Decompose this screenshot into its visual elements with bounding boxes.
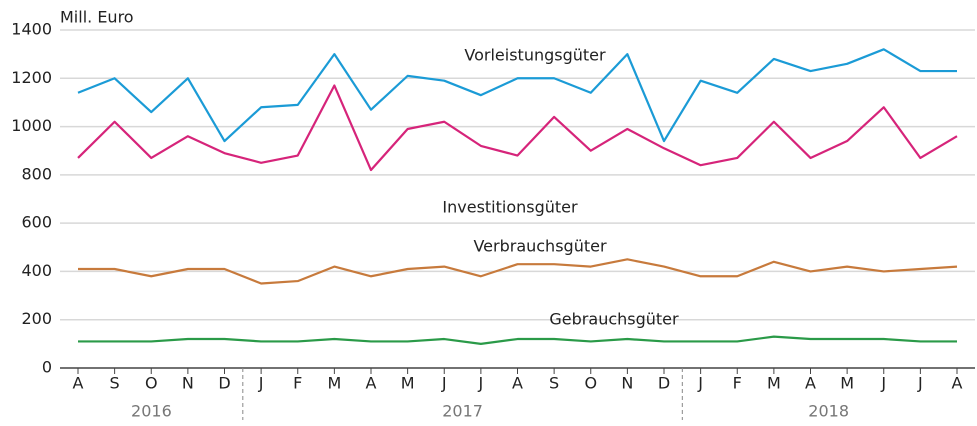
y-tick-label: 1400 — [11, 20, 52, 39]
x-tick-label: J — [258, 374, 264, 393]
series-line — [77, 84, 958, 172]
y-tick-label: 1000 — [11, 116, 52, 135]
x-tick-label: M — [327, 374, 341, 393]
year-label: 2016 — [131, 402, 172, 421]
x-tick-label: M — [840, 374, 854, 393]
series-line — [77, 48, 957, 143]
x-tick-label: J — [697, 374, 703, 393]
x-tick-label: A — [952, 374, 963, 393]
x-tick-label: J — [441, 374, 447, 393]
series-label: Verbrauchsgüter — [473, 237, 606, 256]
y-tick-label: 600 — [21, 213, 52, 232]
series-label: Vorleistungsgüter — [464, 46, 606, 65]
x-tick-label: A — [805, 374, 816, 393]
x-tick-label: M — [767, 374, 781, 393]
x-tick-label: F — [293, 374, 302, 393]
x-tick-label: S — [549, 374, 559, 393]
x-tick-label: A — [73, 374, 84, 393]
series-label: Gebrauchsgüter — [549, 310, 679, 329]
series-label: Investitionsgüter — [442, 198, 578, 217]
x-tick-label: J — [478, 374, 484, 393]
y-tick-label: 0 — [42, 358, 52, 377]
x-tick-label: M — [401, 374, 415, 393]
x-tick-label: O — [145, 374, 158, 393]
y-tick-label: 200 — [21, 309, 52, 328]
y-tick-label: 400 — [21, 261, 52, 280]
y-tick-label: 800 — [21, 164, 52, 183]
x-tick-label: O — [584, 374, 597, 393]
series-line — [78, 335, 957, 345]
x-tick-label: A — [366, 374, 377, 393]
y-tick-label: 1200 — [11, 68, 52, 87]
series-line — [78, 258, 958, 285]
x-tick-label: D — [218, 374, 230, 393]
x-tick-label: S — [110, 374, 120, 393]
x-tick-label: N — [182, 374, 194, 393]
x-tick-label: D — [658, 374, 670, 393]
x-tick-label: J — [880, 374, 886, 393]
year-label: 2017 — [442, 402, 483, 421]
x-tick-label: N — [621, 374, 633, 393]
y-axis-label: Mill. Euro — [60, 8, 134, 27]
x-tick-label: F — [733, 374, 742, 393]
year-label: 2018 — [808, 402, 849, 421]
x-tick-label: A — [512, 374, 523, 393]
x-tick-label: J — [917, 374, 923, 393]
